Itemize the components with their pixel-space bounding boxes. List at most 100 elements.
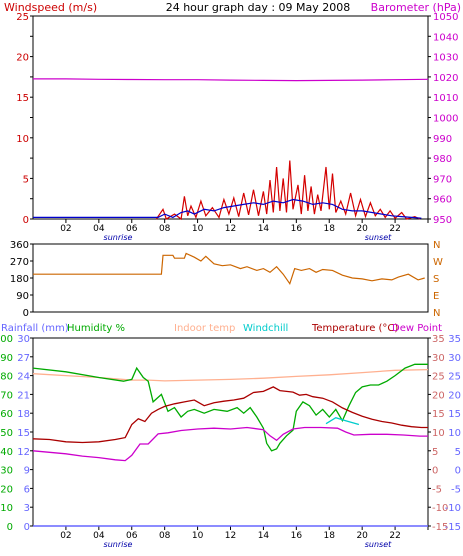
x-tick-label: 14 (258, 531, 270, 541)
humidity-tick-label: 20 (0, 484, 13, 495)
humidity-tick-label: 30 (0, 466, 13, 477)
x-tick-label: 04 (93, 531, 105, 541)
windchill-line (325, 416, 360, 426)
temp-tick-label: 25 (432, 372, 445, 383)
humidity-tick-label: 60 (0, 409, 13, 420)
windspeed-ticks: 0 5 10 15 20 25 (16, 12, 33, 226)
compass-tick-label: S (433, 274, 439, 285)
x-tick-label: 06 (126, 224, 138, 234)
humidity-tick-label: 50 (0, 428, 13, 439)
average-line (33, 198, 422, 219)
sunrise-label-top: sunrise (104, 233, 133, 242)
windspeed-tick-label: 0 (23, 215, 29, 226)
rain-tick-label: 15 (17, 428, 30, 439)
rain-tick-label: 6 (24, 484, 30, 495)
temp-far-tick-label: 5 (455, 447, 461, 458)
wind-plot-area (32, 15, 429, 220)
rain-tick-label: 27 (17, 353, 30, 364)
wind-baro-panel: Windspeed (m/s) 24 hour graph day : 09 M… (4, 1, 461, 242)
legend-indoor: Indoor temp (174, 323, 235, 334)
temp-tick-label: 20 (432, 390, 445, 401)
legend-humidity: Humidity % (67, 323, 125, 334)
windspeed-tick-label: 10 (16, 134, 29, 145)
x-tick-label: 16 (291, 224, 303, 234)
direction-tick-label: 360 (10, 240, 29, 251)
temp-tick-label: 30 (432, 353, 445, 364)
x-tick-label: 10 (192, 224, 204, 234)
barometer-tick-label: 1010 (433, 93, 458, 104)
temp-far-tick-label: 30 (448, 353, 461, 364)
windspeed-tick-label: 20 (16, 53, 29, 64)
barometer-tick-label: 1050 (433, 12, 458, 23)
rain-tick-label: 30 (17, 334, 30, 345)
x-tick-label: 06 (126, 531, 138, 541)
compass-tick-label: N (433, 240, 440, 251)
x-tick-label: 02 (60, 531, 71, 541)
temp-far-tick-label: 25 (448, 372, 461, 383)
barometer-line (33, 78, 429, 82)
barometer-tick-label: 1000 (433, 114, 458, 125)
compass-tick-label: N (433, 308, 440, 319)
windspeed-tick-label: 5 (23, 174, 29, 185)
humidity-tick-label: 100 (0, 334, 13, 345)
x-tick-label: 10 (192, 531, 204, 541)
humidity-tick-label: 80 (0, 372, 13, 383)
temp-far-tick-label: -5 (451, 484, 461, 495)
humidity-line (32, 363, 428, 452)
barometer-tick-label: 980 (433, 154, 452, 165)
direction-tick-label: 270 (10, 257, 29, 268)
rain-tick-label: 12 (17, 447, 30, 458)
rain-tick-label: 0 (24, 522, 30, 533)
temp-tick-label: -5 (432, 484, 442, 495)
humidity-tick-label: 90 (0, 353, 13, 364)
barometer-tick-label: 1020 (433, 73, 458, 84)
barometer-tick-label: 990 (433, 134, 452, 145)
temp-tick-label: -15 (432, 522, 448, 533)
humidity-tick-label: 70 (0, 390, 13, 401)
compass-tick-label: W (433, 257, 443, 268)
temp-plot-area (32, 337, 429, 527)
windspeed-axis-label: Windspeed (m/s) (4, 1, 97, 14)
humidity-tick-label: 10 (0, 503, 13, 514)
temp-x-ticks: 02 04 06 08 10 12 14 16 18 20 22 (60, 526, 429, 541)
wind-series (33, 78, 429, 221)
x-tick-label: 14 (258, 224, 270, 234)
x-tick-label: 08 (159, 224, 171, 234)
barometer-tick-label: 1040 (433, 32, 458, 43)
humidity-tick-label: 0 (7, 522, 13, 533)
x-tick-label: 18 (324, 224, 336, 234)
temp-tick-label: 10 (432, 428, 445, 439)
winddir-line (33, 252, 425, 286)
barometer-tick-label: 1030 (433, 53, 458, 64)
direction-tick-label: 90 (16, 291, 29, 302)
temp-hum-ticks: 0010320630940125015601870218024902710030… (0, 334, 461, 533)
temp-tick-label: 35 (432, 334, 445, 345)
windspeed-tick-label: 25 (16, 12, 29, 23)
x-tick-label: 20 (356, 531, 368, 541)
sunset-label-bottom: sunset (365, 540, 392, 549)
x-tick-label: 02 (60, 224, 71, 234)
rain-tick-label: 24 (17, 372, 30, 383)
x-tick-label: 16 (291, 531, 303, 541)
rain-tick-label: 3 (24, 503, 30, 514)
x-tick-label: 12 (225, 531, 236, 541)
winddir-plot-area (32, 243, 429, 313)
barometer-ticks: 950 960 970 980 990 1000 1010 1020 1030 1040 1050 (428, 12, 458, 226)
rain-tick-label: 9 (24, 466, 30, 477)
temp-tick-label: 0 (432, 466, 438, 477)
wind-x-ticks: 02 04 06 08 10 12 14 16 18 20 22 (60, 219, 429, 234)
windspeed-tick-label: 15 (16, 93, 29, 104)
barometer-axis-label: Barometer (hPa) (371, 1, 461, 14)
humidity-tick-label: 40 (0, 447, 13, 458)
sunset-label-top: sunset (365, 233, 392, 242)
temp-far-tick-label: 10 (448, 428, 461, 439)
compass-tick-label: E (433, 291, 439, 302)
chart-title: 24 hour graph day : 09 May 2008 (166, 1, 351, 14)
rain-tick-label: 18 (17, 409, 30, 420)
rain-tick-label: 21 (17, 390, 30, 401)
temp-far-tick-label: 35 (448, 334, 461, 345)
legend-rainfall: Rainfall (mm) (1, 323, 69, 334)
